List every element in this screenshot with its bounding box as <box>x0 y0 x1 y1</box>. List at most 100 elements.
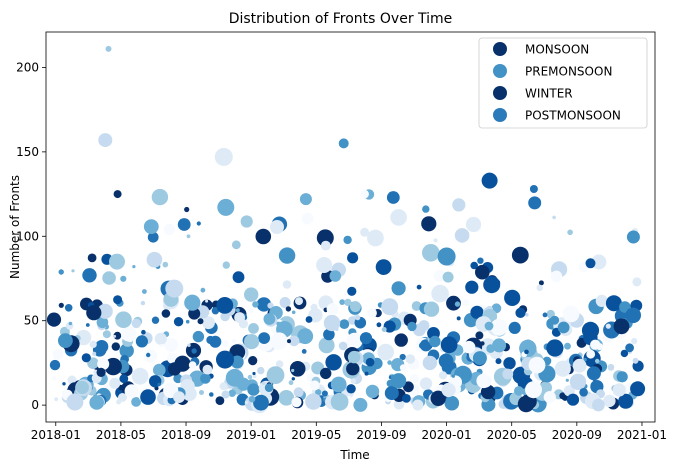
scatter-point <box>163 223 175 236</box>
scatter-point <box>429 335 441 348</box>
scatter-point <box>146 352 151 358</box>
scatter-point <box>231 338 237 344</box>
scatter-point <box>288 335 300 347</box>
scatter-point <box>365 357 375 367</box>
scatter-point <box>252 374 257 379</box>
scatter-point <box>305 393 322 410</box>
scatter-point <box>270 332 288 350</box>
y-tick-label: 50 <box>24 314 39 328</box>
scatter-point-notable <box>105 45 112 52</box>
scatter-point <box>200 373 211 384</box>
scatter-point <box>321 390 328 397</box>
scatter-point-notable <box>338 138 349 149</box>
scatter-point-notable <box>585 258 596 269</box>
scatter-point <box>483 276 501 294</box>
scatter-point-notable <box>437 247 456 266</box>
scatter-point <box>484 321 494 331</box>
scatter-point <box>346 362 360 376</box>
scatter-point <box>347 252 359 264</box>
scatter-point <box>579 388 588 397</box>
scatter-point <box>407 321 417 332</box>
scatter-point <box>264 383 274 393</box>
x-axis-label: Time <box>339 448 369 462</box>
scatter-point-notable <box>109 253 125 270</box>
scatter-point <box>131 397 142 407</box>
scatter-point <box>278 390 295 406</box>
scatter-point <box>124 384 139 399</box>
data-points <box>46 45 646 414</box>
legend-marker <box>493 42 507 56</box>
scatter-point <box>465 280 479 294</box>
scatter-point <box>177 218 191 231</box>
scatter-point <box>97 303 113 319</box>
scatter-point <box>592 398 605 412</box>
scatter-point <box>58 302 64 308</box>
scatter-point <box>287 339 291 344</box>
scatter-point <box>92 351 97 356</box>
scatter-point <box>235 308 240 313</box>
scatter-point <box>550 270 563 283</box>
y-axis: 0 50 100 150 200 <box>16 60 46 412</box>
x-tick-label: 2020-05 <box>487 428 537 442</box>
scatter-point <box>492 338 507 353</box>
scatter-point <box>75 380 89 395</box>
scatter-point <box>71 269 75 273</box>
scatter-point <box>164 337 179 352</box>
scatter-point <box>528 196 542 210</box>
scatter-point <box>75 329 92 346</box>
scatter-point <box>255 228 272 245</box>
scatter-point <box>288 380 294 386</box>
scatter-point <box>147 231 159 243</box>
scatter-point <box>462 340 476 354</box>
scatter-point <box>141 329 146 335</box>
scatter-point <box>297 328 314 345</box>
scatter-point <box>85 323 90 327</box>
scatter-point <box>442 271 454 283</box>
scatter-point <box>360 227 370 237</box>
scatter-point <box>209 392 214 397</box>
scatter-point <box>630 381 646 397</box>
scatter-point <box>411 301 422 311</box>
scatter-point <box>349 301 361 313</box>
scatter-point <box>293 387 304 398</box>
scatter-point <box>202 364 213 375</box>
scatter-point <box>346 384 356 394</box>
x-tick-label: 2019-09 <box>356 428 406 442</box>
scatter-point <box>451 374 455 378</box>
scatter-point <box>220 311 230 322</box>
scatter-point <box>154 332 167 345</box>
scatter-point <box>403 381 414 393</box>
scatter-point <box>446 295 461 311</box>
legend-label: POSTMONSOON <box>525 109 621 123</box>
scatter-point <box>365 384 380 399</box>
scatter-point <box>477 257 484 264</box>
scatter-point <box>480 384 496 400</box>
scatter-point <box>569 373 587 390</box>
scatter-point <box>275 360 284 368</box>
scatter-point <box>339 319 350 329</box>
scatter-point <box>291 310 296 315</box>
scatter-point <box>325 354 342 371</box>
scatter-point <box>97 358 110 370</box>
scatter-point <box>301 349 307 354</box>
scatter-point <box>89 340 97 348</box>
scatter-point <box>182 386 197 401</box>
scatter-point <box>546 339 564 357</box>
scatter-point <box>632 277 642 287</box>
scatter-point <box>52 376 57 381</box>
scatter-point <box>320 367 332 380</box>
scatter-point <box>503 357 516 370</box>
scatter-point <box>185 319 190 324</box>
scatter-point <box>559 392 567 400</box>
scatter-point <box>326 303 339 316</box>
scatter-point <box>52 349 64 360</box>
scatter-point-notable <box>98 133 113 148</box>
scatter-point <box>151 188 169 206</box>
scatter-point <box>347 350 361 364</box>
scatter-point-notable <box>113 190 122 199</box>
scatter-point <box>515 307 526 318</box>
scatter-point <box>240 215 253 228</box>
scatter-point <box>320 240 331 251</box>
scatter-point <box>58 269 64 275</box>
scatter-point <box>390 209 407 226</box>
